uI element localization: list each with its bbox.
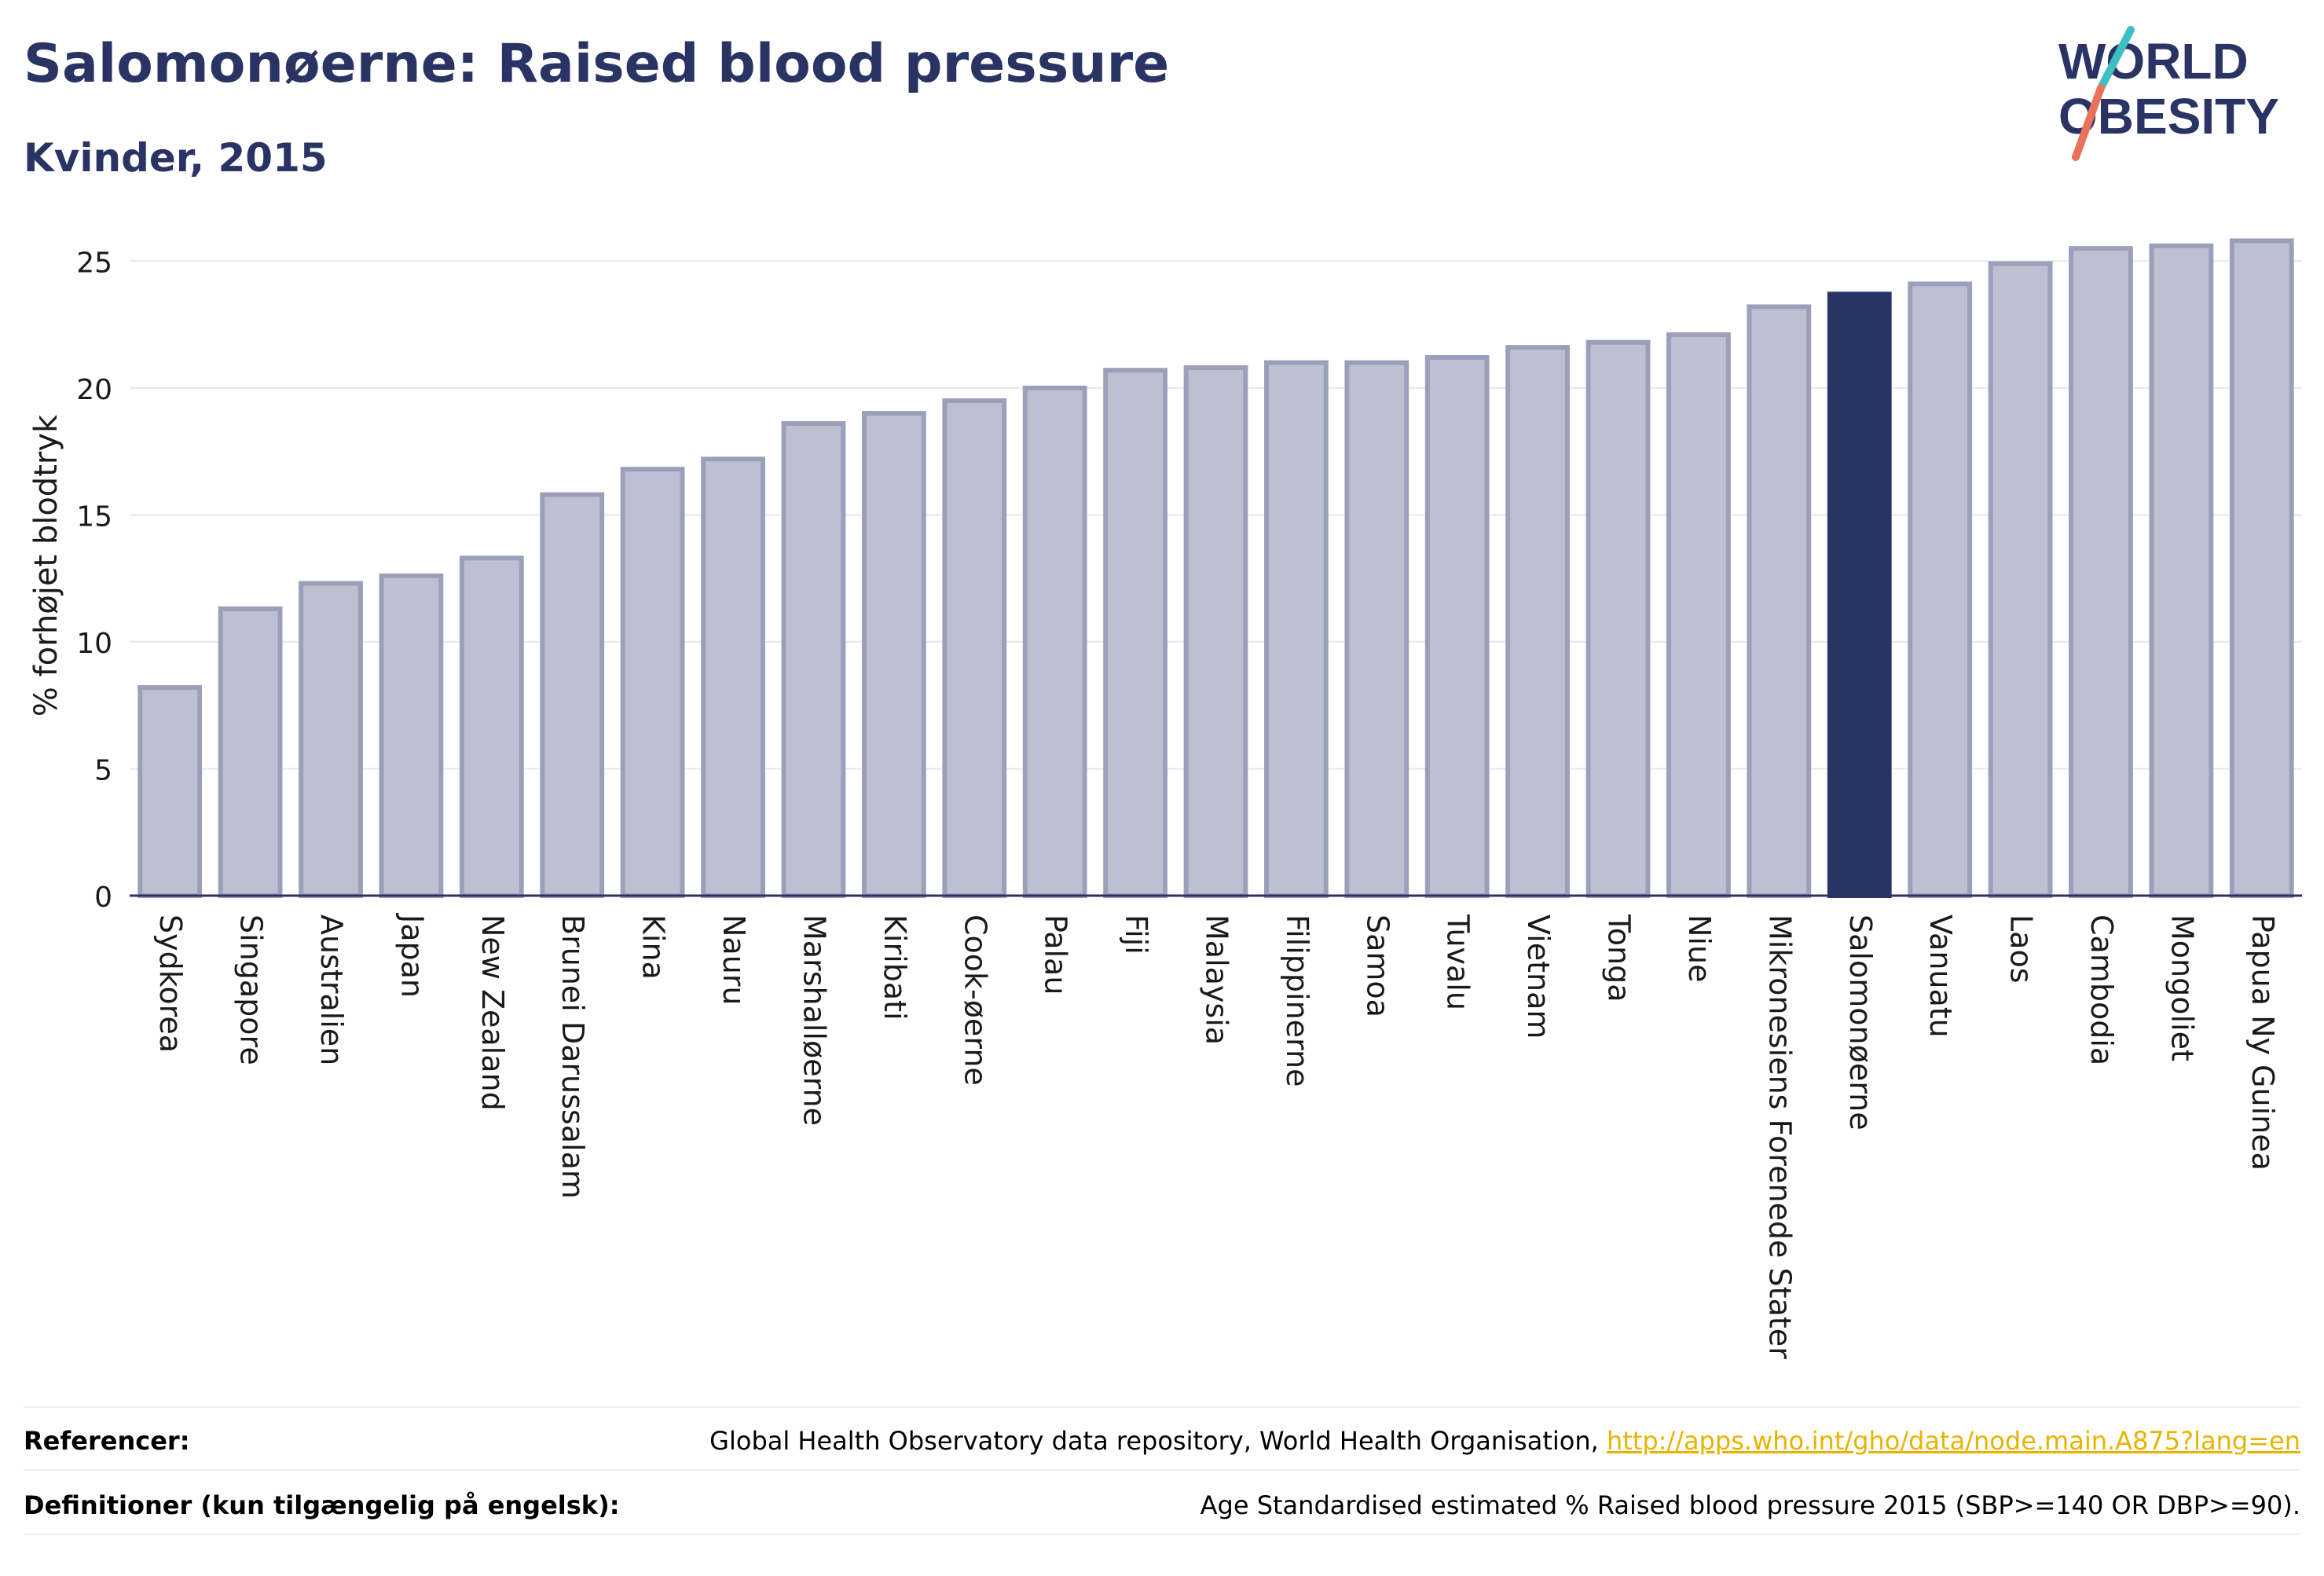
bar-chart: 0 5 10 15 20 25 % forhøjet blodtryk Sydkorea Sin…: [28, 238, 2302, 1359]
bar-15: [1344, 360, 1409, 898]
bar-22: [1908, 281, 1973, 898]
x-tick-label: Mongoliet: [2165, 914, 2199, 1061]
bar-11: [1022, 385, 1087, 899]
bar-3: [379, 573, 444, 899]
x-tick-label: Marshalløerne: [797, 914, 831, 1126]
x-tick-label: Palau: [1039, 914, 1073, 995]
chart-title: Salomonøerne: Raised blood pressure: [24, 33, 1170, 95]
y-axis-label: % forhøjet blodtryk: [28, 414, 64, 717]
y-tick-label: 5: [94, 754, 112, 786]
definitions-text: Age Standardised estimated % Raised bloo…: [1200, 1490, 2300, 1520]
references-link[interactable]: http://apps.who.int/gho/data/node.main.A…: [1606, 1426, 2300, 1456]
bar-0: [137, 685, 203, 898]
x-tick-label: Cook-øerne: [958, 914, 992, 1086]
bar-2: [299, 581, 363, 898]
bar-16: [1424, 355, 1490, 899]
logo-accent-top: [2097, 26, 2135, 92]
x-tick-label: Papua Ny Guinea: [2245, 914, 2280, 1171]
chart-subtitle: Kvinder, 2015: [24, 135, 328, 181]
bar-19: [1666, 332, 1731, 898]
bar-12: [1103, 368, 1167, 898]
x-tick-label: Niue: [1682, 914, 1717, 982]
footer-references-row: Referencer: Global Health Observatory da…: [24, 1420, 2300, 1461]
bar-24: [2069, 246, 2133, 898]
logo-line1: WORLD: [2058, 33, 2249, 90]
footer-definitions-row: Definitioner (kun tilgængelig på engelsk…: [24, 1485, 2300, 1526]
y-tick-label: 15: [76, 500, 112, 533]
bar-26: [2229, 238, 2294, 898]
x-tick-label: Filippinerne: [1280, 914, 1314, 1087]
footer-divider-top: [24, 1406, 2300, 1408]
references-value: Global Health Observatory data repositor…: [709, 1426, 2300, 1456]
bar-9: [861, 411, 926, 898]
bar-7: [701, 456, 765, 898]
bar-17: [1505, 345, 1571, 898]
x-tick-label: Laos: [2004, 914, 2039, 984]
bar-20: [1747, 304, 1812, 898]
x-tick-label: Salomonøerne: [1843, 914, 1878, 1131]
x-tick-label: Fiji: [1119, 914, 1153, 955]
bar-4: [459, 555, 524, 898]
bar-25: [2149, 243, 2214, 898]
world-obesity-logo: WORLD OBESITY: [2058, 26, 2279, 161]
references-label: Referencer:: [24, 1426, 190, 1456]
x-tick-label: Australien: [314, 914, 349, 1065]
x-tick-label: Kiribati: [878, 914, 912, 1021]
x-tick-label: Tonga: [1602, 914, 1637, 1002]
x-tick-label: Vanuatu: [1923, 914, 1958, 1038]
y-tick-label: 10: [76, 628, 112, 660]
y-tick-label: 0: [94, 881, 112, 914]
x-tick-label: Samoa: [1360, 914, 1395, 1017]
footer-divider-bottom: [24, 1534, 2300, 1535]
y-tick-label: 20: [76, 374, 112, 406]
definitions-label: Definitioner (kun tilgængelig på engelsk…: [24, 1490, 620, 1520]
x-tick-label: New Zealand: [475, 914, 510, 1111]
x-tick-label: Cambodia: [2084, 914, 2119, 1065]
x-tick-label: Brunei Darussalam: [555, 914, 590, 1199]
bar-10: [942, 398, 1007, 898]
logo-accent-bottom: [2072, 84, 2105, 161]
bar-18: [1585, 339, 1651, 898]
bar-8: [781, 421, 846, 898]
x-tick-label: Tuvalu: [1441, 914, 1475, 1010]
bar-23: [1988, 261, 2053, 898]
footer-divider-middle: [24, 1469, 2300, 1471]
bar-14: [1264, 360, 1329, 898]
x-tick-label: Sydkorea: [153, 914, 188, 1053]
x-tick-label: Nauru: [717, 914, 751, 1006]
y-tick-label: 25: [76, 247, 112, 279]
x-tick-label: Vietnam: [1521, 914, 1556, 1039]
x-tick-label: Singapore: [234, 914, 269, 1065]
x-tick-label: Japan: [394, 913, 429, 998]
x-tick-label: Kina: [636, 914, 671, 980]
bar-5: [540, 492, 605, 898]
x-tick-label: Mikronesiens Forenede Stater: [1762, 914, 1797, 1359]
bar-1: [218, 606, 283, 899]
x-tick-label: Malaysia: [1200, 914, 1234, 1045]
bar-6: [620, 467, 685, 898]
bar-21: [1827, 291, 1892, 898]
bar-13: [1183, 365, 1248, 898]
references-text: Global Health Observatory data repositor…: [709, 1426, 1607, 1456]
